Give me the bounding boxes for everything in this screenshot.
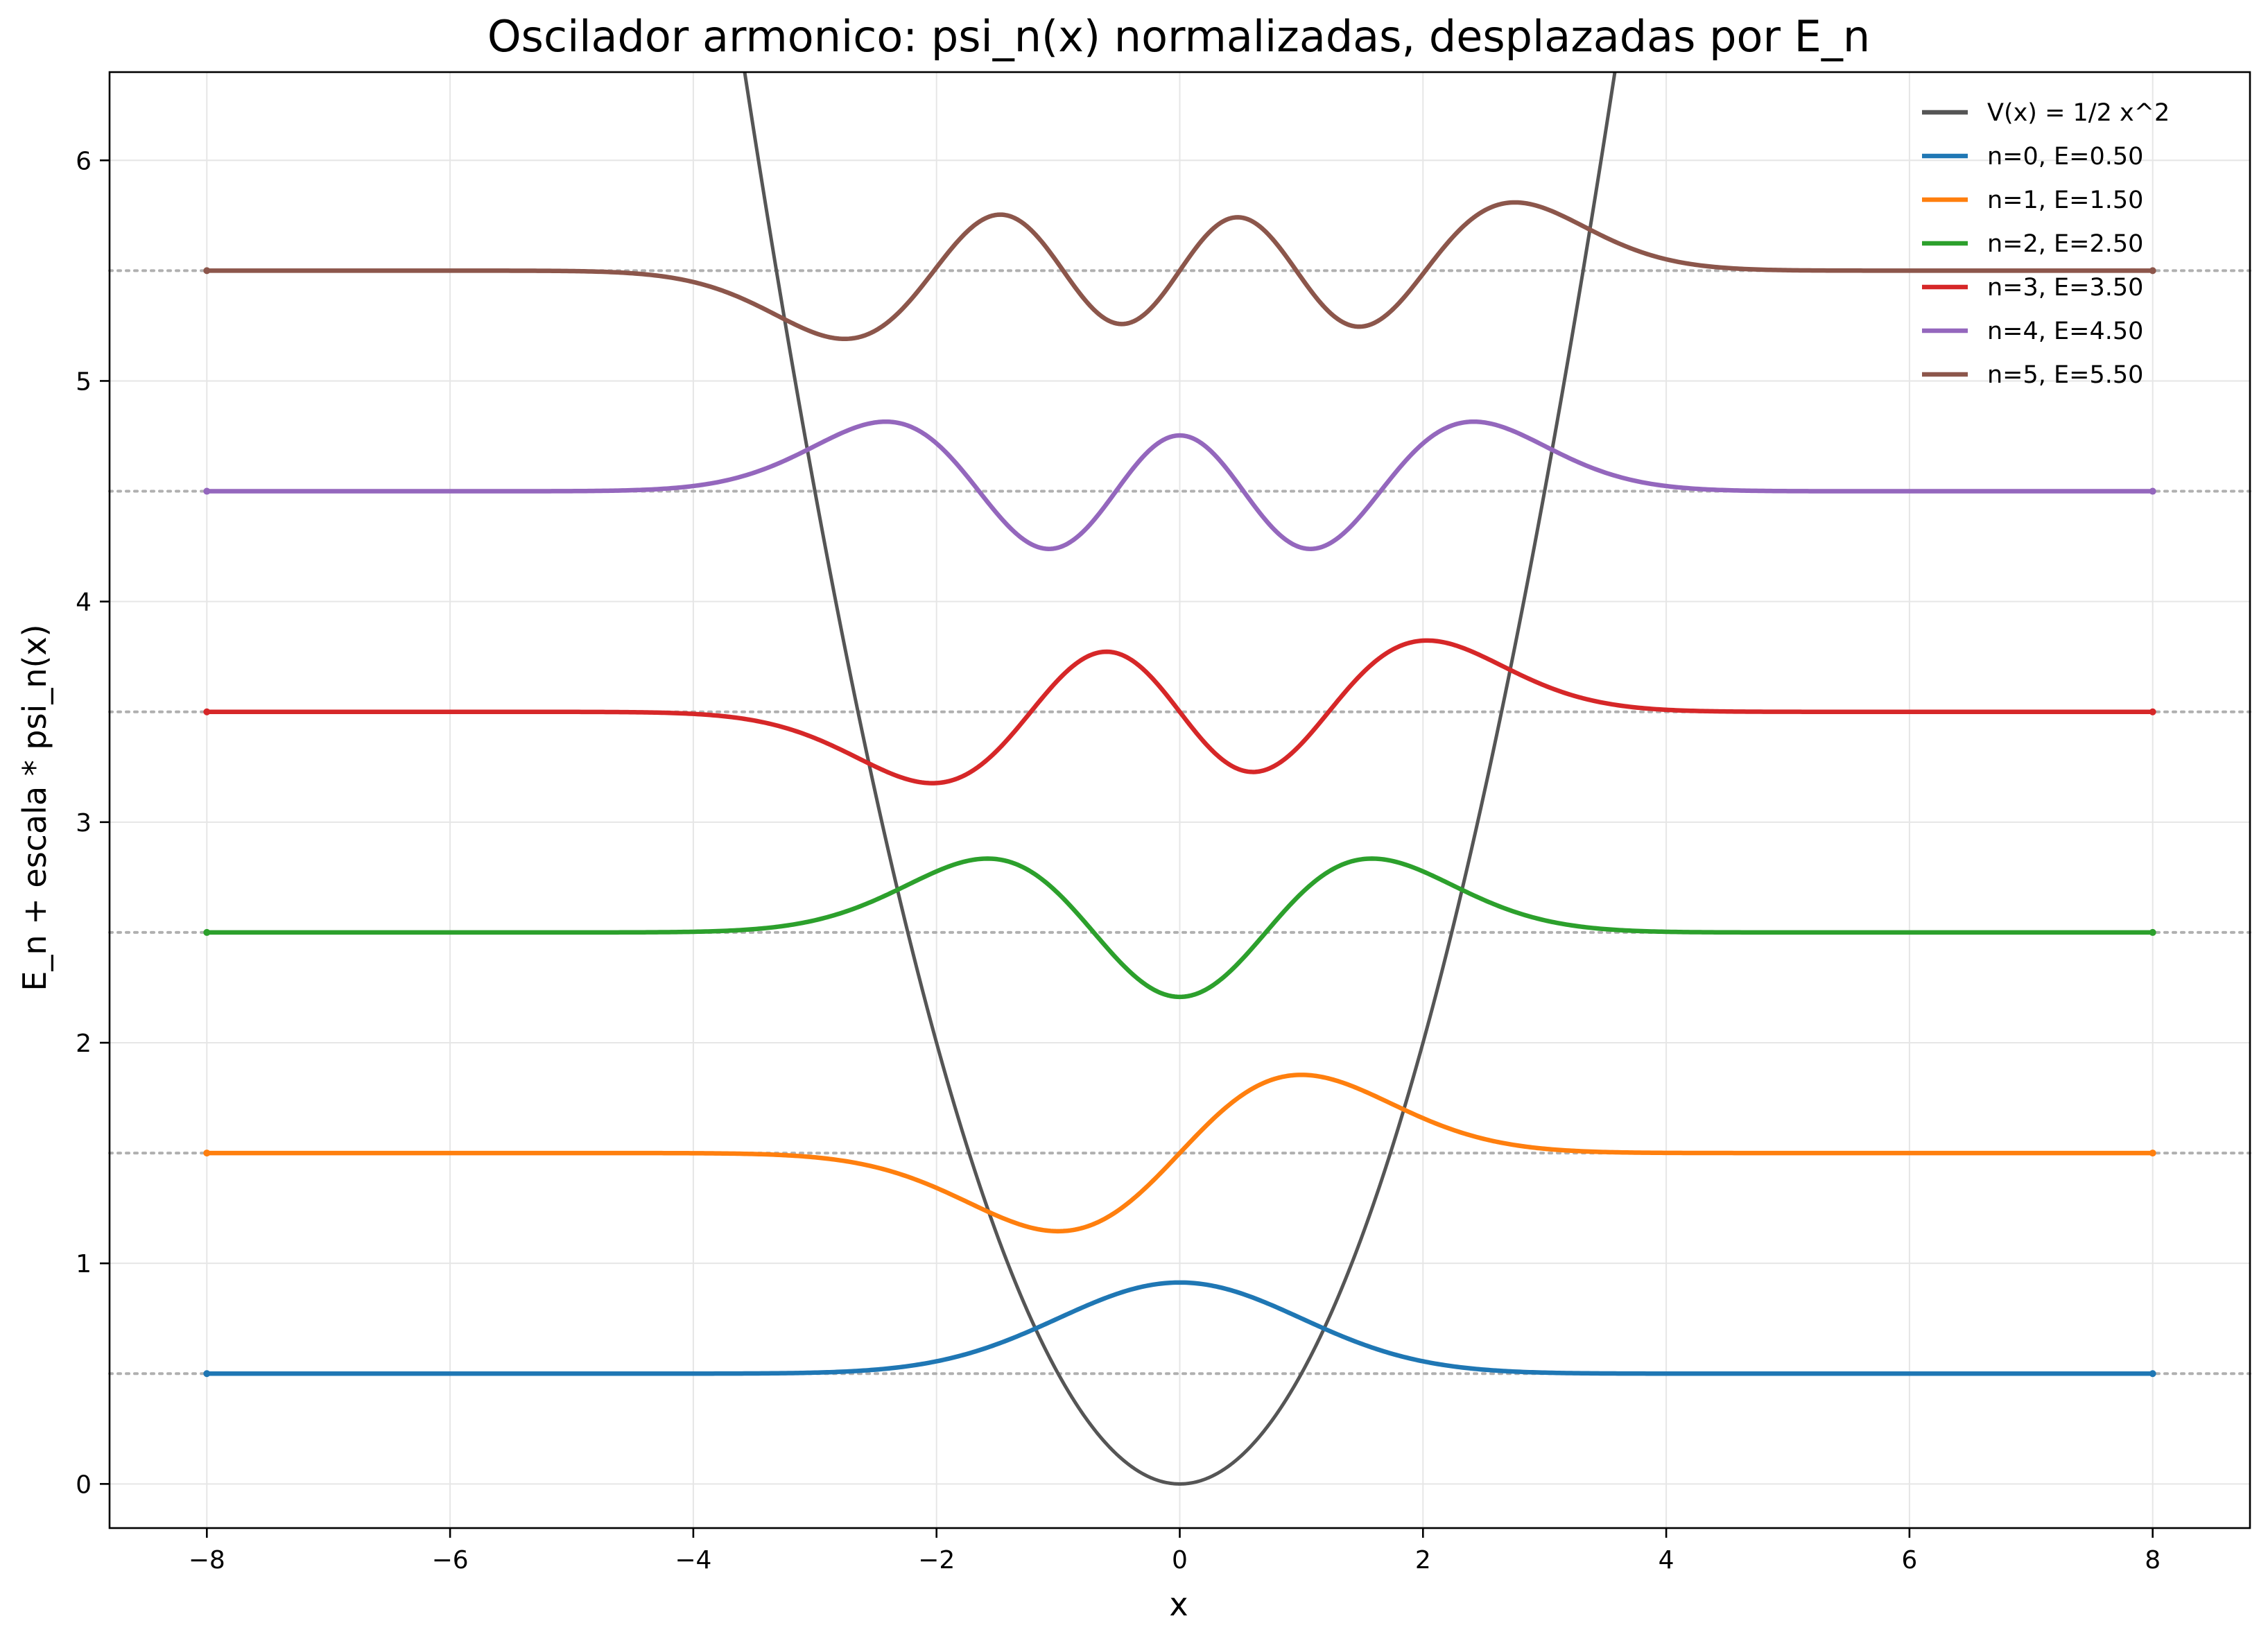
series-start-point: [203, 928, 211, 936]
grid: [110, 72, 2250, 1528]
y-tick-label: 2: [76, 1030, 92, 1058]
y-tick-label: 0: [76, 1471, 92, 1499]
series-end-point: [2149, 708, 2156, 715]
x-tick-label: 4: [1659, 1546, 1674, 1575]
series-end-point: [2149, 1370, 2156, 1378]
y-axis-ticks: 0 1 2 3 4 5 6: [76, 147, 110, 1499]
x-tick-label: 0: [1172, 1546, 1188, 1575]
series-line-n0: [207, 1280, 2153, 1376]
y-tick-label: 3: [76, 809, 92, 838]
series-start-point: [203, 1150, 211, 1157]
y-axis-label: E_n + escala * psi_n(x): [16, 624, 53, 991]
plot-lines: [203, 72, 2156, 1486]
legend-label: V(x) = 1/2 x^2: [1987, 99, 2170, 127]
legend-label: n=1, E=1.50: [1987, 187, 2143, 214]
x-tick-label: −4: [675, 1546, 711, 1575]
series-line-n1: [207, 1073, 2153, 1234]
series-start-point: [203, 267, 211, 275]
series-end-point: [2149, 267, 2156, 275]
y-tick-label: 1: [76, 1250, 92, 1278]
series-start-point: [203, 708, 211, 715]
series-start-point: [203, 487, 211, 495]
series-line-n4: [207, 419, 2153, 551]
legend-label: n=3, E=3.50: [1987, 274, 2143, 302]
potential-curve: [743, 72, 1617, 1486]
series-start-point: [203, 1370, 211, 1378]
x-tick-label: 6: [1901, 1546, 1917, 1575]
x-tick-label: −6: [432, 1546, 469, 1575]
chart-title: Oscilador armonico: psi_n(x) normalizada…: [487, 11, 1870, 62]
x-axis-ticks: −8 −6 −4 −2 0 2 4 6 8: [189, 1528, 2161, 1575]
x-tick-label: 2: [1415, 1546, 1431, 1575]
y-tick-label: 5: [76, 367, 92, 396]
series-line-n2: [207, 856, 2153, 1000]
x-tick-label: −8: [189, 1546, 225, 1575]
x-axis-label: x: [1169, 1586, 1188, 1623]
legend: V(x) = 1/2 x^2 n=0, E=0.50 n=1, E=1.50 n=2,…: [1922, 99, 2170, 389]
series-line-n5: [207, 200, 2153, 342]
legend-label: n=5, E=5.50: [1987, 361, 2143, 389]
x-tick-label: 8: [2145, 1546, 2161, 1575]
series-end-point: [2149, 487, 2156, 495]
wavefunction-series: [203, 200, 2156, 1378]
series-end-point: [2149, 928, 2156, 936]
series-end-point: [2149, 1150, 2156, 1157]
legend-label: n=0, E=0.50: [1987, 143, 2143, 171]
legend-label: n=4, E=4.50: [1987, 318, 2143, 345]
series-line-n3: [207, 638, 2153, 786]
legend-label: n=2, E=2.50: [1987, 230, 2143, 258]
y-tick-label: 4: [76, 589, 92, 617]
y-tick-label: 6: [76, 147, 92, 175]
x-tick-label: −2: [918, 1546, 955, 1575]
